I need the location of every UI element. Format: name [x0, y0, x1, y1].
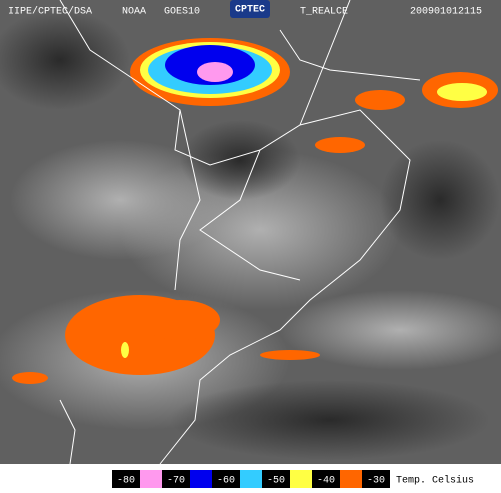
- satellite: GOES10: [164, 7, 200, 18]
- legend-value: -50: [267, 476, 285, 487]
- legend-label-box: [262, 470, 290, 488]
- legend: -80 -70 -60 -50 -40 -30 Temp. Celsius: [112, 470, 474, 488]
- legend-value: -70: [167, 476, 185, 487]
- legend-value: -80: [117, 476, 135, 487]
- timestamp: 200901012115: [410, 7, 482, 18]
- legend-value: -30: [367, 476, 385, 487]
- legend-label-box: [362, 470, 390, 488]
- legend-label-box: [162, 470, 190, 488]
- institution: IIPE/CPTEC/DSA: [8, 6, 92, 18]
- legend-swatch: [340, 470, 362, 488]
- cold-cloud-tops: [12, 38, 498, 384]
- legend-swatch: [190, 470, 212, 488]
- legend-swatch: [140, 470, 162, 488]
- legend-label-box: [212, 470, 240, 488]
- borders: [59, 0, 421, 465]
- legend-label-box: [312, 470, 340, 488]
- legend-label-box: [112, 470, 140, 488]
- legend-value: -40: [317, 476, 335, 487]
- legend-swatch: [290, 470, 312, 488]
- header: IIPE/CPTEC/DSA NOAA GOES10 CPTEC T_REALC…: [8, 0, 482, 18]
- agency: NOAA: [122, 7, 146, 18]
- product: T_REALCE: [300, 7, 348, 18]
- logo-box: [230, 0, 270, 18]
- legend-swatch: [240, 470, 262, 488]
- logo: CPTEC: [235, 5, 265, 16]
- legend-unit: Temp. Celsius: [396, 475, 474, 487]
- legend-value: -60: [217, 476, 235, 487]
